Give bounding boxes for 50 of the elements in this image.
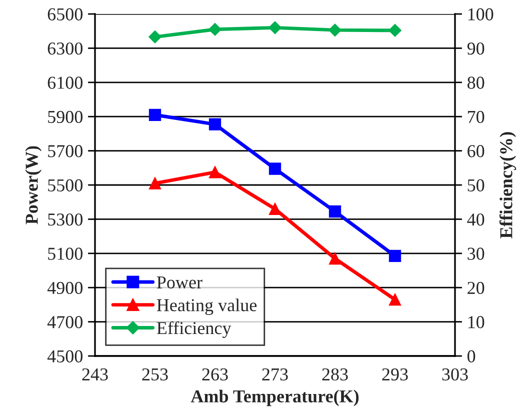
point (268, 202, 282, 216)
y-tick-label: 5900 (48, 110, 83, 124)
y2-tick-label: 0 (467, 350, 476, 362)
y2-tick-label: 90 (467, 42, 484, 55)
y2-tick-label: 100 (468, 8, 494, 20)
y2-tick-label: 80 (467, 76, 484, 89)
y2-tick-label: 60 (468, 145, 484, 158)
point (208, 166, 222, 178)
y2-tick-label: 70 (468, 110, 484, 124)
point (268, 162, 282, 175)
y-tick-label: 4700 (47, 316, 83, 328)
legend-label: Heating value (156, 298, 257, 316)
y2-axis-title: Efficiency(%) (499, 132, 516, 238)
point (148, 177, 162, 190)
y2-tick-label: 10 (468, 316, 484, 328)
point (148, 30, 162, 44)
x-tick-label: 303 (442, 368, 468, 381)
x-axis-title: Amb Temperature(K) (190, 390, 359, 406)
point (388, 293, 402, 306)
point (148, 108, 162, 121)
legend-label: Power (156, 276, 202, 288)
y2-tick-label: 50 (468, 179, 484, 192)
x-tick-label: 283 (322, 368, 348, 381)
y2-tick-label: 40 (467, 213, 484, 226)
y-tick-label: 4900 (47, 282, 83, 294)
point (388, 250, 402, 262)
point (328, 24, 342, 36)
y-tick-label: 6300 (48, 42, 83, 55)
y2-tick-label: 20 (468, 282, 484, 294)
y-tick-label: 6100 (48, 76, 83, 89)
legend-label: Efficiency (156, 321, 232, 338)
x-tick-label: 263 (202, 368, 228, 381)
y-tick-label: 5700 (48, 145, 83, 158)
x-tick-label: 243 (82, 368, 108, 381)
y-tick-label: 5300 (48, 213, 83, 226)
x-tick-label: 273 (262, 368, 288, 381)
y-tick-label: 5100 (48, 248, 83, 260)
point (328, 205, 342, 218)
x-tick-label: 253 (142, 368, 168, 381)
y2-tick-label: 30 (468, 248, 484, 260)
point (208, 22, 222, 36)
point (208, 118, 222, 130)
point (268, 21, 282, 34)
y-axis-title: Power(W) (25, 146, 42, 224)
x-tick-label: 293 (382, 368, 408, 381)
point (388, 24, 402, 37)
y-tick-label: 5500 (48, 179, 83, 192)
y-tick-label: 6500 (48, 8, 83, 20)
point (328, 252, 342, 265)
y-tick-label: 4500 (47, 350, 83, 362)
